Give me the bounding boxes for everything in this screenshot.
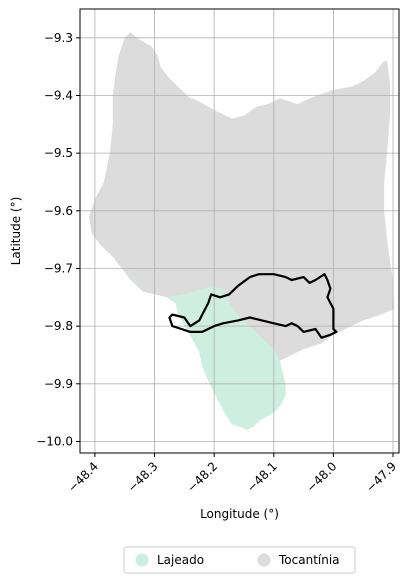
legend-label-tocantinia: Tocantínia <box>278 553 340 567</box>
legend-items: Lajeado Tocantínia <box>135 553 340 567</box>
x-tick-label: −48.3 <box>125 459 161 495</box>
plot-area <box>79 8 400 454</box>
y-tick-label: −9.6 <box>44 204 73 218</box>
y-axis-label: Latitude (°) <box>9 197 23 266</box>
grid-layer <box>80 9 399 453</box>
region-lajeado <box>127 268 286 430</box>
x-tick-label: −48.1 <box>244 459 280 495</box>
plot-frame <box>79 8 400 454</box>
outline-layer <box>168 273 338 339</box>
legend: Lajeado Tocantínia <box>123 546 356 574</box>
legend-marker-lajeado <box>135 553 149 567</box>
region-tocantinia <box>88 32 395 404</box>
y-tick-label: −9.8 <box>44 319 73 333</box>
legend-box <box>123 546 356 574</box>
y-tick-label: −9.9 <box>44 377 73 391</box>
legend-label-lajeado: Lajeado <box>157 553 204 567</box>
y-tick-label: −9.5 <box>44 146 73 160</box>
x-tick-label: −48.4 <box>65 459 101 495</box>
legend-marker-tocantinia <box>257 553 271 567</box>
x-tick-label: −47.9 <box>363 459 399 495</box>
x-axis: −48.4 −48.3 −48.2 −48.1 −48.0 −47.9 <box>65 453 399 495</box>
y-tick-label: −10.0 <box>36 434 73 448</box>
x-tick-label: −48.2 <box>184 459 220 495</box>
boundary-outline <box>168 273 338 339</box>
region-layer <box>88 32 395 430</box>
y-axis: −9.3 −9.4 −9.5 −9.6 −9.7 −9.8 −9.9 −10.0 <box>36 31 80 448</box>
y-tick-label: −9.4 <box>44 88 73 102</box>
y-tick-label: −9.7 <box>44 261 73 275</box>
x-tick-label: −48.0 <box>304 459 340 495</box>
y-tick-label: −9.3 <box>44 31 73 45</box>
x-axis-label: Longitude (°) <box>200 507 279 521</box>
